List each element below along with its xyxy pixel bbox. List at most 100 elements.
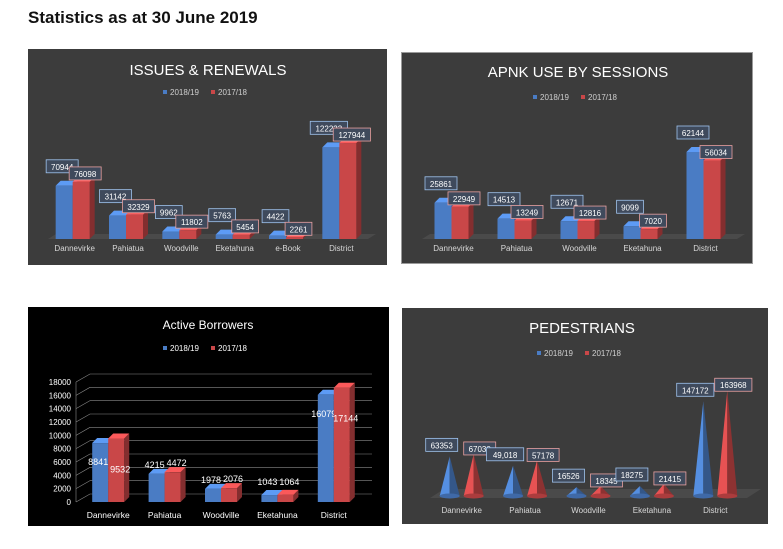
gridline-3 <box>75 453 372 463</box>
data-label-2018-19-4: 4422 <box>267 213 285 222</box>
legend-label-2018-19: 2018/19 <box>544 349 573 358</box>
data-label-2017-18-4: 17144 <box>333 414 358 424</box>
gridline-1 <box>75 480 372 489</box>
category-label-1: Pahiatua <box>509 506 541 515</box>
data-label-2018-19-0-box <box>425 437 459 452</box>
data-label-2017-18-0-box <box>447 191 481 206</box>
data-label-2017-18-2-box <box>573 205 607 220</box>
data-label-2018-19-4: 16079 <box>311 409 336 419</box>
category-label-2: Woodville <box>203 510 240 520</box>
gridline-4 <box>75 440 372 449</box>
legend-swatch-2017-18 <box>585 351 589 355</box>
data-label-2017-18-3: 5454 <box>236 223 254 232</box>
bar-2017-18-4-top <box>333 382 355 388</box>
category-label-2: Woodville <box>164 244 199 253</box>
gridline-5 <box>75 427 372 436</box>
bar-2018-19-2 <box>560 221 578 239</box>
bar-2018-19-4 <box>269 235 286 239</box>
bar-2017-18-2-top <box>221 483 242 489</box>
data-label-2017-18-3-box <box>653 471 687 486</box>
category-label-0: Dannevirke <box>441 506 482 515</box>
data-label-2018-19-1-box <box>486 447 525 462</box>
pedestrians-svg: PEDESTRIANS 2018/19 2017/18 63353 67030 Danne… <box>425 320 761 515</box>
bar-2017-18-2-side <box>594 216 600 239</box>
data-label-2017-18-1: 4472 <box>167 458 187 468</box>
data-label-2018-19-3: 1043 <box>257 477 277 487</box>
cone-base-2017-18-1 <box>527 493 548 499</box>
data-label-2018-19-4-box <box>676 382 715 397</box>
bar-2017-18-1 <box>126 214 143 239</box>
cone-2018-19-3 <box>639 485 650 496</box>
data-label-2017-18-4-box <box>714 377 753 392</box>
category-label-4: District <box>321 510 348 520</box>
chart-title: ISSUES & RENEWALS <box>130 62 287 79</box>
data-label-2017-18-1: 13249 <box>516 208 539 217</box>
category-label-0: Dannevirke <box>433 244 474 253</box>
data-label-2017-18-0: 67030 <box>469 445 492 454</box>
bar-2018-19-0 <box>92 443 109 502</box>
legend-swatch-2017-18 <box>211 90 215 94</box>
data-label-2018-19-4: 62144 <box>682 129 705 138</box>
cone-2018-19-0-light <box>439 456 450 496</box>
bar-2017-18-0 <box>451 206 469 239</box>
cone-base-2018-19-0 <box>439 493 460 499</box>
bar-2017-18-4 <box>703 160 721 239</box>
data-label-2017-18-2: 18345 <box>595 477 618 486</box>
bar-2017-18-1 <box>514 220 532 239</box>
cone-2017-18-4 <box>727 390 738 496</box>
bar-2017-18-2-side <box>196 225 202 239</box>
data-label-2018-19-3-box <box>208 208 236 223</box>
legend-swatch-2018-19 <box>533 95 537 99</box>
data-label-2018-19-0: 8841 <box>88 457 108 467</box>
cone-2018-19-4 <box>703 401 714 496</box>
cone-2018-19-4-light <box>693 401 704 496</box>
y-tick-label-8: 16000 <box>49 391 72 400</box>
issues-renewals-chart: ISSUES & RENEWALS 2018/19 2017/18 70944 7609… <box>28 49 387 265</box>
cone-base-2017-18-0 <box>463 493 484 499</box>
apnk-sessions-chart: APNK USE BY SESSIONS 2018/19 2017/18 25861 2… <box>401 52 753 264</box>
bar-2017-18-3 <box>277 494 294 502</box>
data-label-2017-18-1-box <box>510 205 544 219</box>
data-label-2017-18-4-box <box>284 221 313 236</box>
data-label-2017-18-0: 9532 <box>110 464 130 474</box>
data-label-2017-18-1-box <box>122 199 155 214</box>
cone-base-2018-19-3 <box>629 493 650 499</box>
gridline-9 <box>75 373 372 383</box>
gridline-2 <box>75 467 372 476</box>
bar-2018-19-3 <box>215 234 233 239</box>
data-label-2017-18-4: 56034 <box>705 149 728 158</box>
cone-2017-18-1 <box>537 460 548 496</box>
cone-base-2017-18-2 <box>590 493 611 499</box>
cone-base-2017-18-3 <box>653 493 674 499</box>
data-label-2017-18-4-box <box>699 145 733 159</box>
data-label-2017-18-3: 7020 <box>644 217 662 226</box>
data-label-2018-19-1: 14513 <box>493 196 516 205</box>
bar-2017-18-3-top <box>277 489 299 495</box>
bar-2017-18-0-side <box>468 201 474 239</box>
bar-2018-19-3 <box>261 495 278 502</box>
cone-2017-18-0 <box>473 453 484 496</box>
data-label-2018-19-2-box <box>552 468 585 483</box>
cone-2018-19-0 <box>449 456 460 496</box>
data-label-2018-19-3: 18275 <box>621 471 644 480</box>
data-label-2018-19-0: 70944 <box>51 163 74 172</box>
chart-title: Active Borrowers <box>163 318 254 332</box>
y-tick-label-3: 6000 <box>53 458 71 467</box>
bar-2017-18-0-side <box>89 176 95 239</box>
category-label-4: District <box>703 506 728 515</box>
data-label-2018-19-4-box <box>261 209 290 224</box>
y-tick-label-9: 18000 <box>49 378 72 387</box>
y-tick-label-0: 0 <box>67 498 72 507</box>
bar-2017-18-3 <box>232 234 250 239</box>
bar-2018-19-1 <box>497 218 515 239</box>
data-label-2017-18-1: 32329 <box>127 203 150 212</box>
bar-2017-18-2 <box>577 221 595 239</box>
cone-2017-18-2 <box>600 485 611 496</box>
bar-2017-18-4-side <box>349 382 355 502</box>
data-label-2018-19-3-box <box>615 467 649 482</box>
bar-2018-19-0 <box>55 185 73 239</box>
legend-label-2018-19: 2018/19 <box>540 93 569 102</box>
bar-2018-19-2-top <box>205 483 226 489</box>
data-label-2017-18-0: 76098 <box>74 170 97 179</box>
bar-2017-18-1-side <box>143 209 148 239</box>
